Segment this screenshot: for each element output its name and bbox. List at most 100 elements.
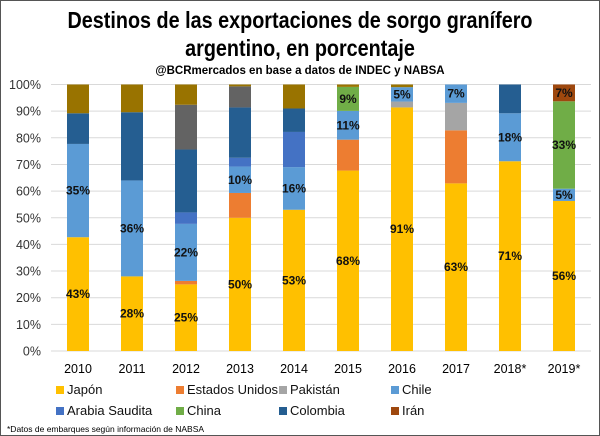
bar-segment-japón-2019* (553, 200, 575, 351)
bar-segment-japón-2015 (337, 170, 359, 351)
bar-segment-pakistán-2016 (391, 101, 413, 108)
x-tick-label: 2016 (388, 362, 416, 376)
legend-label: China (187, 403, 221, 418)
legend-item: China (176, 403, 221, 418)
bar-segment-colombia-2013 (229, 107, 251, 158)
bar-segment-colombia-2012 (175, 149, 197, 213)
data-label: 10% (228, 173, 252, 187)
legend-label: Arabia Saudita (67, 403, 153, 418)
bar-segment-other-2014 (283, 84, 305, 109)
bar-segment-japón-2017 (445, 183, 467, 351)
bar-segment-other-2013 (229, 84, 251, 87)
bar-segment-japón-2012 (175, 284, 197, 351)
bar-segment-other-2012 (175, 104, 197, 150)
x-tick-label: 2011 (119, 362, 146, 376)
legend-swatch (56, 406, 64, 415)
legend-swatch (279, 406, 287, 415)
bar-segment-chile-2019* (553, 188, 575, 201)
x-tick-label: 2013 (226, 362, 254, 376)
data-label: 36% (120, 221, 144, 235)
bar-segment-other-2012 (175, 84, 197, 105)
data-label: 7% (447, 87, 465, 101)
y-tick-label: 100% (9, 78, 41, 92)
data-label: 53% (282, 273, 306, 287)
y-tick-label: 50% (16, 211, 41, 225)
bar-segment-irán-2019* (553, 84, 575, 102)
bar-segment-chile-2016 (391, 87, 413, 102)
x-tick-label: 2012 (172, 362, 200, 376)
legend-item: Estados Unidos (176, 382, 278, 397)
bar-segment-chile-2018* (499, 113, 521, 162)
bar-segment-colombia-2011 (121, 112, 143, 181)
bar-segment-china-2019* (553, 101, 575, 189)
x-tick-label: 2014 (280, 362, 308, 376)
data-label: 18% (498, 130, 522, 144)
y-tick-label: 90% (16, 105, 41, 119)
bar-segment-china-2015 (337, 86, 359, 111)
bar-segment-japón-2018* (499, 161, 521, 351)
bar-segment-japón-2010 (67, 237, 89, 351)
legend-swatch (391, 406, 399, 415)
bar-segment-estados-unidos-2015 (337, 139, 359, 171)
bar-segment-estados-unidos-2012 (175, 280, 197, 285)
data-label: 56% (552, 269, 576, 283)
legend-swatch (391, 385, 399, 394)
bar-segment-colombia-2018* (499, 84, 521, 114)
data-label: 22% (174, 245, 198, 259)
legend-label: Pakistán (290, 382, 340, 397)
bar-segment-colombia-2014 (283, 108, 305, 132)
legend-item: Irán (391, 403, 424, 418)
data-label: 5% (393, 87, 411, 101)
bar-segment-chile-2017 (445, 84, 467, 103)
data-label: 28% (120, 307, 144, 321)
bar-segment-japón-2011 (121, 276, 143, 351)
data-label: 35% (66, 184, 90, 198)
bar-segment-pakistán-2017 (445, 102, 467, 131)
legend-label: Colombia (290, 403, 345, 418)
data-label: 71% (498, 249, 522, 263)
y-tick-label: 0% (23, 345, 41, 359)
y-tick-label: 20% (16, 291, 41, 305)
y-tick-label: 10% (16, 318, 41, 332)
bar-segment-other-2011 (121, 84, 143, 113)
data-label: 50% (228, 277, 252, 291)
bar-segment-other-2013 (229, 86, 251, 108)
data-label: 25% (174, 311, 198, 325)
y-tick-label: 30% (16, 265, 41, 279)
bar-segment-chile-2011 (121, 180, 143, 277)
x-tick-label: 2017 (442, 362, 470, 376)
data-label: 16% (282, 181, 306, 195)
bar-segment-chile-2010 (67, 143, 89, 238)
legend-swatch (176, 385, 184, 394)
legend-swatch (56, 385, 64, 394)
legend-label: Irán (402, 403, 425, 418)
y-tick-label: 60% (16, 185, 41, 199)
legend-item: Colombia (279, 403, 345, 418)
chart-title-line-1: Destinos de las exportaciones de sorgo g… (67, 7, 533, 33)
legend-item: Japón (56, 382, 102, 397)
y-tick-label: 80% (16, 131, 41, 145)
data-label: 11% (336, 118, 360, 132)
bar-segment-estados-unidos-2017 (445, 130, 467, 184)
legend-label: Japón (67, 382, 103, 397)
data-label: 43% (66, 287, 90, 301)
data-label: 5% (555, 188, 573, 202)
data-label: 91% (390, 222, 414, 236)
chart-title-line-2: argentino, en porcentaje (185, 35, 415, 61)
bar-segment-chile-2014 (283, 167, 305, 210)
x-tick-label: 2015 (334, 362, 362, 376)
legend-swatch (176, 406, 184, 415)
legend-label: Estados Unidos (187, 382, 279, 397)
data-label: 7% (555, 86, 573, 100)
chart-subtitle: @BCRmercados en base a datos de INDEC y … (155, 65, 445, 77)
legend-label: Chile (402, 382, 432, 397)
bar-segment-japón-2016 (391, 107, 413, 351)
x-tick-label: 2010 (64, 362, 92, 376)
bar-segment-japón-2014 (283, 209, 305, 351)
y-tick-label: 70% (16, 158, 41, 172)
data-label: 33% (552, 138, 576, 152)
footnote: *Datos de embarques según información de… (7, 424, 205, 434)
bar-segment-arabia-saudita-2012 (175, 212, 197, 224)
bar-segment-arabia-saudita-2014 (283, 131, 305, 168)
bar-segment-other-2010 (67, 84, 89, 114)
